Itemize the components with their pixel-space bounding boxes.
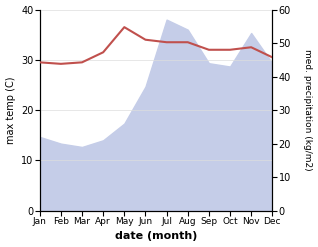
Y-axis label: max temp (C): max temp (C) bbox=[5, 76, 16, 144]
X-axis label: date (month): date (month) bbox=[115, 231, 197, 242]
Y-axis label: med. precipitation (kg/m2): med. precipitation (kg/m2) bbox=[303, 49, 313, 171]
